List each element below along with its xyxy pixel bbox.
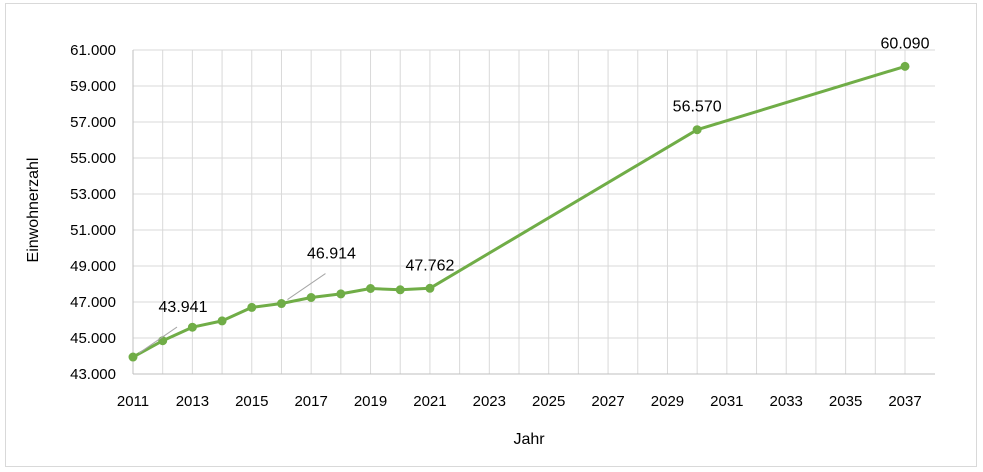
y-tick-label: 47.000 [70, 294, 116, 311]
data-labels: 43.941 46.914 47.762 56.570 60.090 [138, 35, 930, 354]
x-tick-label: 2021 [413, 393, 446, 410]
data-point [276, 299, 286, 309]
chart-frame [5, 3, 977, 467]
x-axis-title: Jahr [513, 431, 545, 448]
data-point [336, 289, 346, 299]
x-tick-label: 2037 [888, 393, 921, 410]
data-label: 46.914 [307, 246, 356, 263]
y-tick-label: 57.000 [70, 114, 116, 131]
x-tick-label: 2015 [235, 393, 268, 410]
data-point [366, 284, 376, 293]
data-point [692, 125, 702, 135]
y-axis-ticks: 43.000 45.000 47.000 49.000 51.000 53.000 55.0… [70, 42, 116, 383]
x-tick-label: 2029 [651, 393, 684, 410]
data-point [247, 302, 257, 312]
x-tick-label: 2025 [532, 393, 565, 410]
x-tick-label: 2011 [117, 393, 149, 410]
vertical-gridlines [132, 50, 906, 374]
data-point [128, 352, 138, 362]
y-tick-label: 61.000 [70, 42, 116, 59]
data-label: 60.090 [881, 35, 930, 52]
series-group [128, 61, 910, 362]
x-tick-label: 2027 [591, 393, 624, 410]
x-tick-label: 2035 [829, 393, 862, 410]
y-tick-label: 45.000 [70, 330, 116, 347]
horizontal-gridlines [133, 49, 935, 375]
data-label-leader [138, 326, 178, 354]
y-tick-label: 49.000 [70, 258, 116, 275]
x-tick-label: 2013 [176, 393, 209, 410]
x-tick-label: 2017 [294, 393, 327, 410]
x-tick-label: 2019 [354, 393, 387, 410]
data-point [900, 61, 910, 71]
y-axis-title: Einwohnerzahl [25, 158, 42, 263]
y-tick-label: 53.000 [70, 186, 116, 203]
data-label: 43.941 [159, 299, 208, 316]
y-tick-label: 59.000 [70, 78, 116, 95]
axes [132, 50, 935, 375]
data-label-leader [287, 273, 326, 300]
x-tick-label: 2031 [710, 393, 743, 410]
data-point [187, 322, 197, 332]
data-point [306, 293, 316, 302]
data-label: 56.570 [673, 99, 722, 116]
data-point [425, 283, 435, 293]
x-tick-label: 2023 [473, 393, 506, 410]
y-tick-label: 43.000 [70, 366, 116, 383]
x-tick-label: 2033 [770, 393, 803, 410]
data-point [395, 285, 405, 295]
data-label: 47.762 [405, 257, 454, 274]
x-axis-ticks: 2011 2013 2015 2017 2019 2021 2023 2025 2027 2029… [117, 393, 922, 410]
y-tick-label: 51.000 [70, 222, 116, 239]
y-tick-label: 55.000 [70, 150, 116, 167]
data-point [217, 316, 227, 326]
data-point [158, 336, 168, 346]
